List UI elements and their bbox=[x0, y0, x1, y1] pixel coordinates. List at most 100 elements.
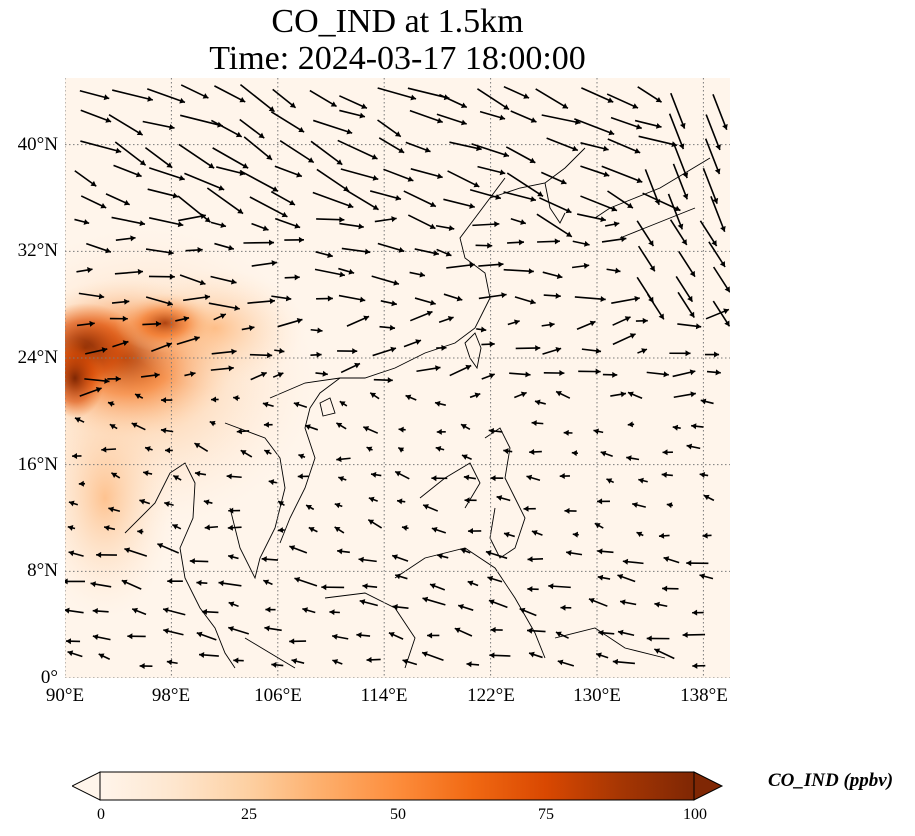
wind-arrow bbox=[78, 480, 86, 487]
wind-arrow bbox=[145, 296, 174, 307]
wind-arrow bbox=[437, 553, 449, 560]
wind-arrow bbox=[172, 474, 182, 481]
wind-arrow bbox=[443, 198, 475, 209]
wind-arrow bbox=[142, 120, 175, 130]
wind-arrow bbox=[505, 146, 536, 164]
wind-arrow bbox=[410, 168, 443, 179]
wind-arrow bbox=[447, 170, 480, 188]
lat-tick-label: 24°N bbox=[17, 347, 58, 368]
lon-tick-label: 130°E bbox=[573, 685, 621, 706]
wind-arrow bbox=[439, 93, 468, 109]
wind-arrow bbox=[316, 168, 350, 192]
wind-arrow bbox=[580, 195, 618, 212]
wind-arrow bbox=[180, 84, 209, 99]
wind-arrow bbox=[84, 377, 110, 384]
wind-arrow bbox=[485, 550, 508, 560]
wind-arrow bbox=[380, 300, 398, 307]
wind-arrow bbox=[405, 141, 431, 153]
wind-arrow bbox=[503, 268, 534, 275]
wind-arrow bbox=[414, 297, 436, 306]
wind-arrow bbox=[514, 296, 536, 305]
wind-arrow bbox=[668, 113, 685, 150]
wind-arrow bbox=[503, 191, 537, 202]
wind-arrow bbox=[580, 165, 610, 178]
wind-arrow bbox=[346, 315, 370, 327]
map-title: CO_IND at 1.5km bbox=[271, 3, 524, 40]
wind-arrow bbox=[503, 85, 530, 99]
wind-arrow bbox=[309, 89, 337, 108]
wind-arrow bbox=[705, 114, 721, 151]
wind-arrow bbox=[454, 627, 473, 637]
wind-arrow bbox=[431, 475, 448, 482]
wind-arrow bbox=[310, 140, 343, 166]
coastlines bbox=[124, 147, 711, 669]
wind-arrow bbox=[646, 635, 670, 642]
wind-arrow bbox=[194, 442, 209, 453]
wind-arrow bbox=[366, 446, 373, 453]
wind-arrow bbox=[107, 375, 121, 382]
wind-arrow bbox=[310, 351, 322, 358]
wind-arrow bbox=[362, 583, 378, 590]
wind-arrow bbox=[593, 428, 604, 435]
wind-arrow bbox=[555, 390, 571, 399]
wind-arrow bbox=[262, 579, 273, 586]
wind-arrow bbox=[196, 579, 208, 586]
wind-arrow bbox=[74, 170, 97, 187]
wind-arrow bbox=[334, 526, 345, 534]
wind-arrow bbox=[142, 320, 162, 327]
wind-arrow bbox=[227, 626, 250, 635]
wind-arrow bbox=[162, 607, 186, 616]
wind-arrow bbox=[293, 401, 308, 409]
wind-arrow bbox=[670, 92, 686, 129]
wind-arrow bbox=[315, 251, 333, 258]
wind-arrow bbox=[227, 524, 242, 531]
wind-arrow bbox=[514, 391, 527, 399]
wind-arrow bbox=[112, 340, 129, 348]
wind-arrow bbox=[705, 308, 730, 320]
wind-arrow bbox=[305, 504, 315, 511]
wind-arrow bbox=[686, 443, 701, 450]
wind-arrow bbox=[604, 221, 620, 228]
wind-arrow bbox=[196, 631, 217, 641]
wind-arrow bbox=[477, 165, 506, 176]
wind-arrow bbox=[271, 295, 292, 302]
wind-arrow bbox=[175, 315, 190, 322]
wind-arrow bbox=[163, 628, 184, 636]
wind-arrow bbox=[407, 214, 436, 230]
wind-arrow bbox=[409, 109, 443, 124]
wind-arrow bbox=[588, 597, 608, 607]
wind-arrow bbox=[377, 242, 405, 253]
wind-arrow bbox=[612, 316, 631, 326]
wind-arrow bbox=[272, 372, 284, 378]
wind-arrow bbox=[635, 317, 648, 324]
wind-arrow bbox=[338, 294, 366, 303]
wind-arrow bbox=[467, 528, 482, 535]
wind-arrow bbox=[68, 550, 84, 557]
wind-arrow bbox=[535, 88, 569, 110]
wind-arrow bbox=[341, 247, 371, 255]
wind-arrow bbox=[475, 242, 493, 249]
wind-arrow bbox=[478, 261, 504, 268]
wind-arrow bbox=[463, 474, 476, 481]
wind-arrow bbox=[277, 317, 303, 328]
wind-arrow bbox=[65, 638, 81, 645]
wind-arrow bbox=[67, 650, 83, 658]
wind-arrow bbox=[600, 450, 613, 457]
wind-arrow bbox=[167, 578, 183, 585]
wind-arrow bbox=[461, 454, 472, 460]
wind-arrow bbox=[595, 652, 609, 659]
wind-arrow bbox=[68, 500, 79, 507]
wind-arrow bbox=[574, 118, 615, 136]
map-subtitle-time: Time: 2024-03-17 18:00:00 bbox=[209, 40, 586, 77]
wind-arrow bbox=[548, 583, 571, 590]
wind-arrow bbox=[597, 574, 611, 581]
wind-arrow bbox=[580, 142, 609, 152]
wind-arrow bbox=[471, 143, 510, 158]
lon-tick-label: 106°E bbox=[254, 685, 302, 706]
wind-arrow bbox=[487, 575, 503, 583]
wind-arrow bbox=[571, 450, 579, 457]
wind-arrow bbox=[178, 143, 215, 169]
wind-arrow bbox=[391, 554, 409, 562]
wind-arrow bbox=[236, 428, 250, 435]
wind-arrow bbox=[699, 220, 718, 247]
